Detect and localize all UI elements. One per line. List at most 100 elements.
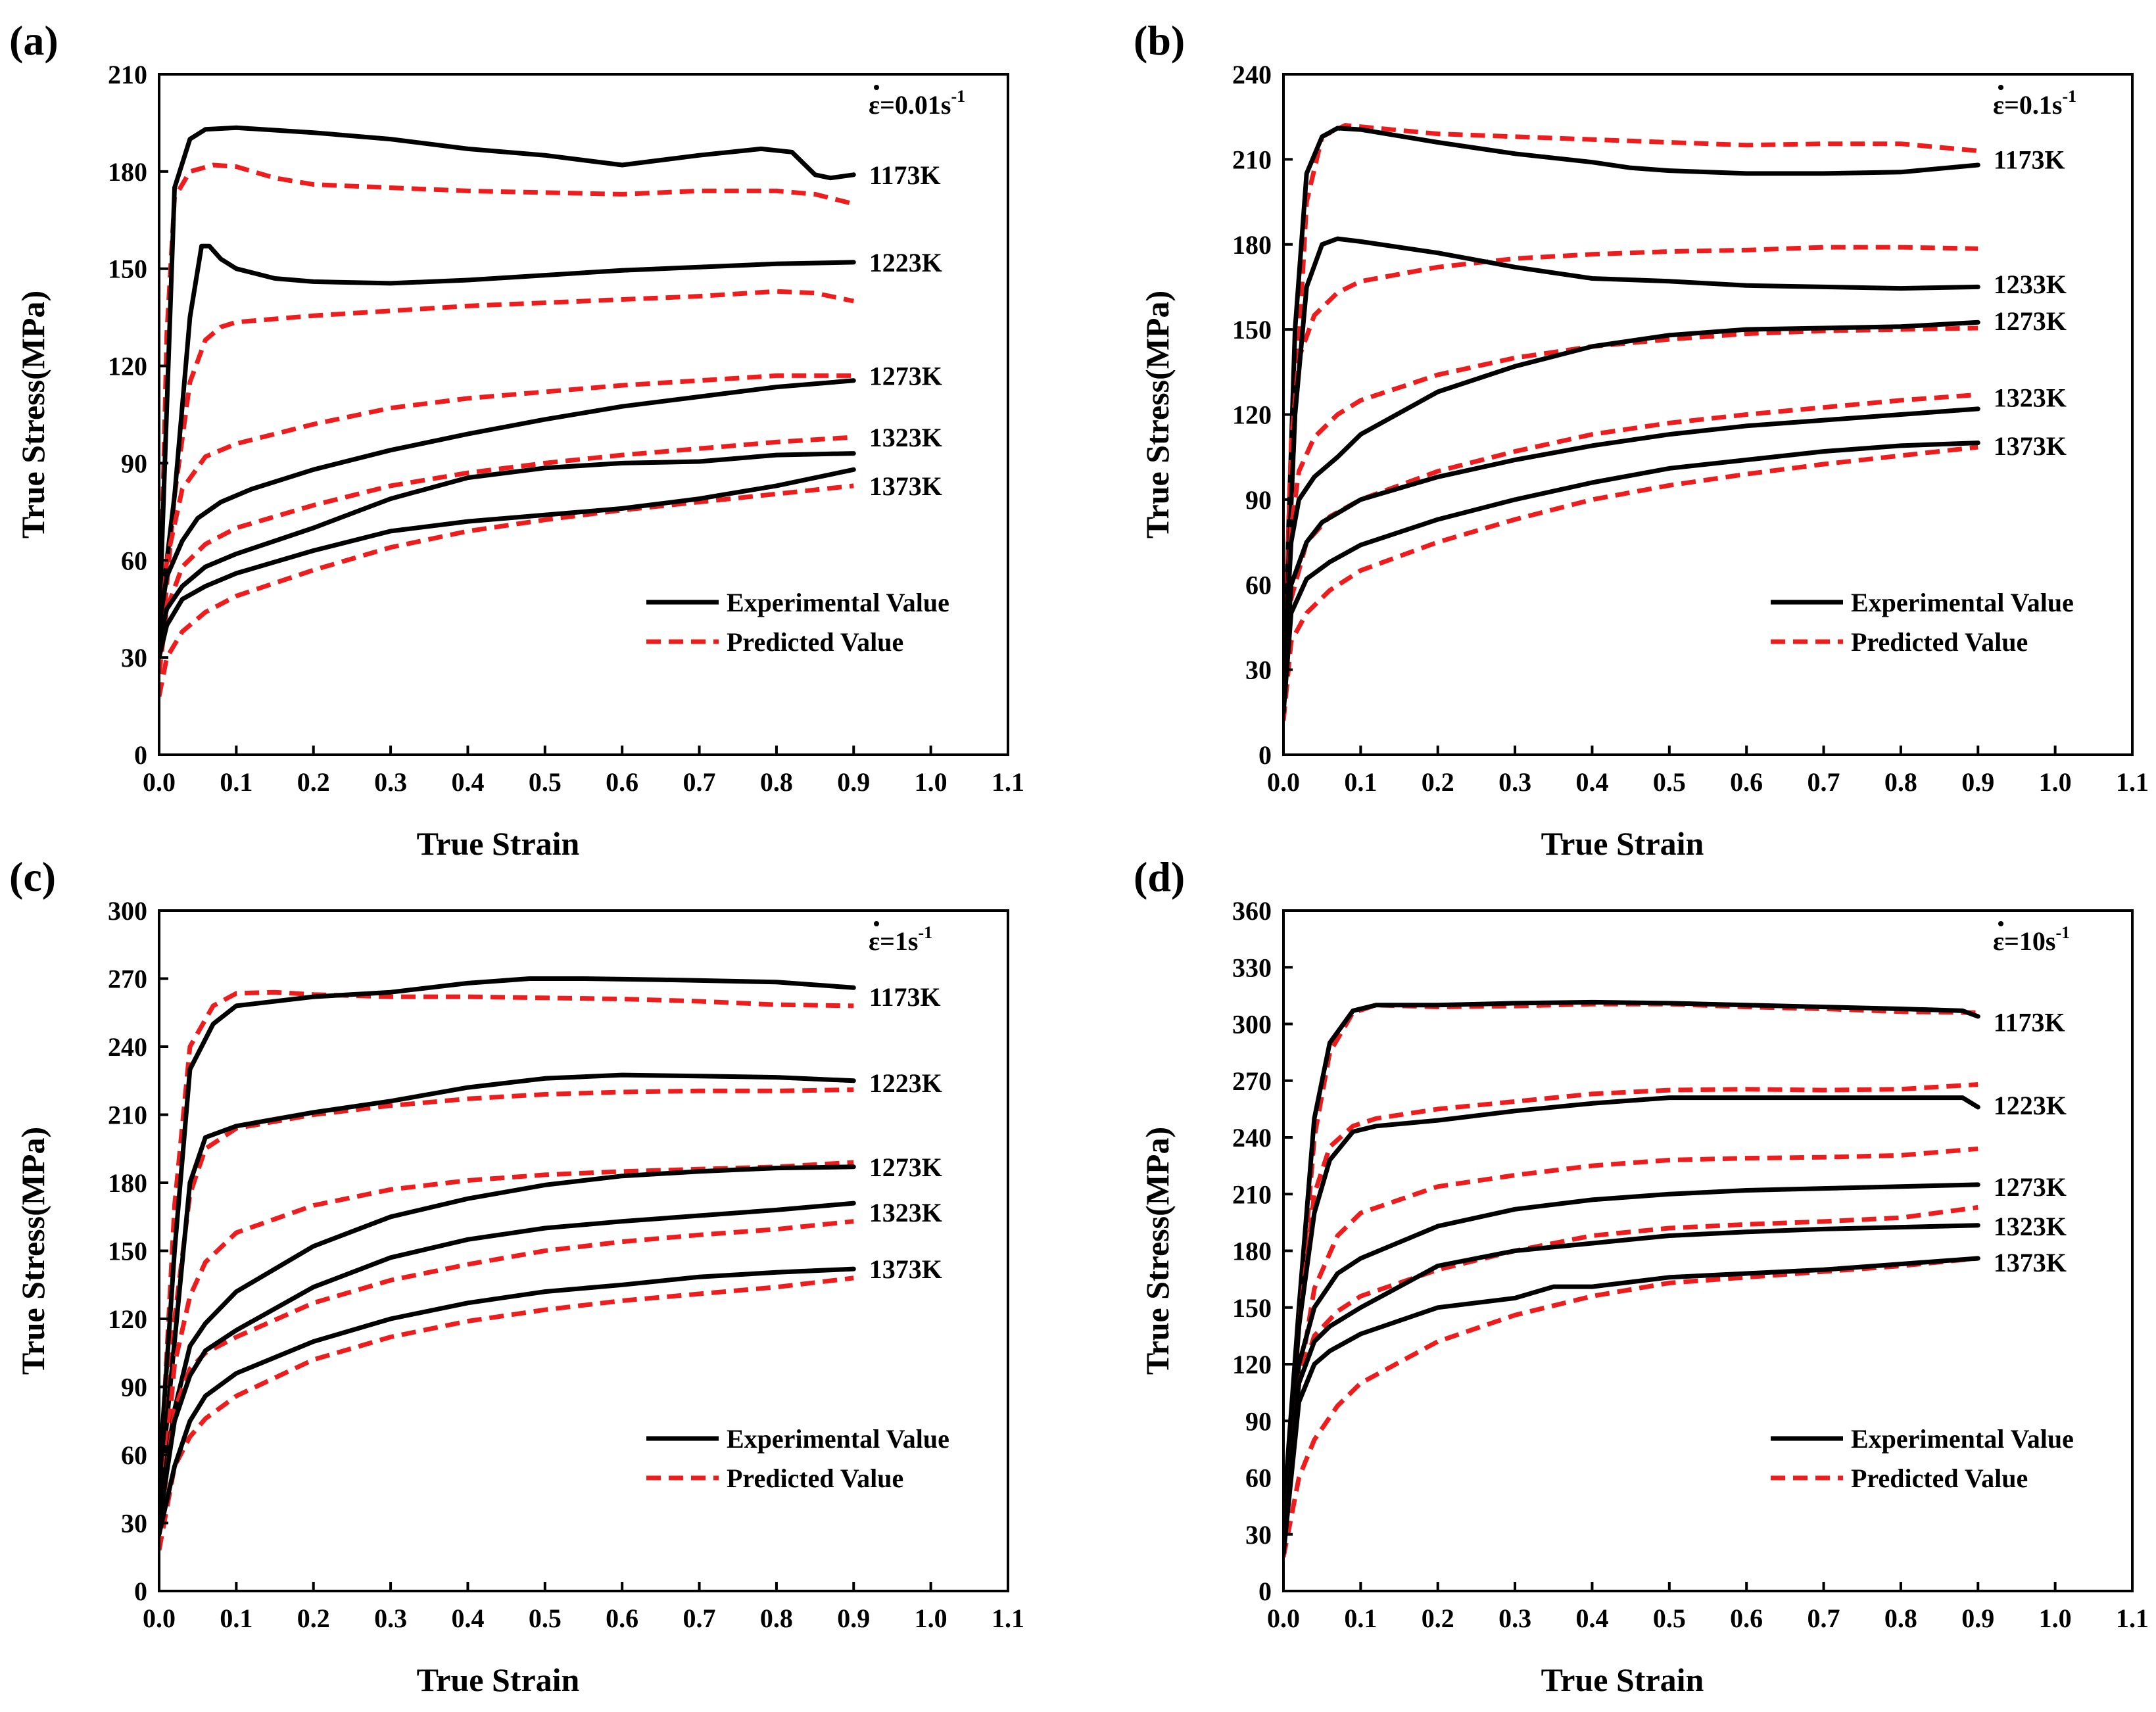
y-tick-label: 120	[108, 352, 147, 381]
legend-predicted-label: Predicted Value	[727, 1463, 903, 1493]
experimental-line-1223K	[159, 1072, 856, 1503]
x-tick-label: 0.0	[1267, 1604, 1300, 1633]
x-tick-label: 0.5	[529, 767, 562, 797]
y-tick-label: 0	[134, 1577, 147, 1606]
predicted-line-1373K	[1283, 1256, 1978, 1557]
strain-rate-exponent: -1	[2055, 923, 2070, 942]
legend: Experimental Value Predicted Value	[1771, 588, 2074, 657]
predicted-line-1323K	[159, 435, 854, 675]
predicted-line-1173K	[1283, 123, 1978, 698]
temperature-label: 1173K	[1994, 145, 2065, 174]
curves	[1283, 123, 1980, 721]
y-tick-label: 0	[1258, 740, 1272, 770]
strain-rate-label: ε=1s-1	[869, 923, 932, 956]
x-tick-label: 0.4	[451, 1604, 484, 1633]
y-tick-label: 330	[1232, 953, 1272, 982]
y-axis-label: True Stress(MPa)	[14, 291, 51, 538]
y-tick-label: 210	[108, 1101, 147, 1130]
y-tick-label: 180	[1232, 230, 1272, 260]
x-tick-label: 0.8	[1884, 1604, 1917, 1633]
x-tick-label: 1.0	[2039, 1604, 2072, 1633]
strain-rate-value: ε=10s	[1993, 926, 2055, 956]
strain-rate-exponent: -1	[918, 923, 932, 942]
x-tick-label: 0.1	[1344, 767, 1377, 797]
temperature-label: 1223K	[1994, 1091, 2067, 1120]
predicted-line-1273K	[1283, 1146, 1978, 1544]
predicted-line-1323K	[1283, 1204, 1978, 1544]
panel-label: (b)	[1134, 17, 1185, 64]
y-tick-label: 90	[1245, 485, 1272, 515]
x-tick-label: 0.3	[374, 1604, 407, 1633]
y-tick-label: 120	[1232, 400, 1272, 430]
x-tick-label: 0.8	[760, 1604, 793, 1633]
y-tick-label: 210	[1232, 145, 1272, 174]
experimental-line-1173K	[159, 125, 856, 628]
y-tick-label: 240	[1232, 60, 1272, 89]
strain-rate-label: ε=0.01s-1	[869, 87, 965, 120]
x-tick-label: 0.7	[683, 1604, 716, 1633]
temperature-label: 1233K	[1994, 270, 2067, 299]
y-tick-label: 150	[108, 1237, 147, 1266]
x-tick-label: 0.5	[1653, 1604, 1686, 1633]
x-tick-label: 0.6	[606, 1604, 638, 1633]
y-tick-label: 180	[108, 157, 147, 187]
y-tick-label: 360	[1232, 896, 1272, 926]
x-tick-label: 1.0	[915, 767, 947, 797]
legend-experimental-label: Experimental Value	[1851, 1424, 2074, 1454]
experimental-line-1323K	[1283, 1223, 1980, 1546]
x-tick-label: 0.3	[1498, 1604, 1531, 1633]
strain-rate-value: ε=1s	[869, 926, 918, 956]
x-axis-label: True Strain	[417, 1661, 580, 1698]
x-tick-label: 0.7	[683, 767, 716, 797]
plot-frame	[158, 73, 1009, 756]
x-tick-label: 0.1	[1344, 1604, 1377, 1633]
temperature-label: 1223K	[869, 1068, 942, 1098]
temperature-label: 1173K	[1994, 1008, 2065, 1037]
curves	[1283, 999, 1980, 1557]
experimental-line-1323K	[159, 1201, 856, 1525]
y-tick-label: 180	[1232, 1237, 1272, 1266]
y-tick-label: 0	[134, 740, 147, 770]
experimental-line-1273K	[1283, 320, 1980, 686]
x-tick-label: 0.2	[297, 1604, 330, 1633]
y-tick-label: 210	[1232, 1179, 1272, 1209]
x-tick-label: 1.1	[2116, 1604, 2149, 1633]
y-tick-label: 90	[121, 1373, 147, 1402]
legend-predicted-label: Predicted Value	[1851, 1463, 2028, 1493]
temperature-label: 1373K	[869, 1254, 942, 1284]
rate-dot-icon	[1998, 85, 2003, 90]
x-tick-label: 0.1	[220, 767, 252, 797]
rate-dot-icon	[874, 921, 879, 926]
y-tick-label: 120	[108, 1304, 147, 1334]
x-tick-label: 0.8	[1884, 767, 1917, 797]
experimental-line-1173K	[1283, 999, 1980, 1518]
experimental-line-1323K	[1283, 406, 1980, 701]
x-tick-label: 0.7	[1808, 767, 1840, 797]
y-tick-label: 90	[1245, 1406, 1272, 1436]
temperature-label: 1173K	[869, 160, 941, 190]
x-tick-label: 0.8	[760, 767, 793, 797]
x-axis-label: True Strain	[417, 825, 580, 862]
y-tick-label: 300	[1232, 1010, 1272, 1039]
x-tick-label: 1.0	[2039, 767, 2072, 797]
x-axis-label: True Strain	[1541, 1661, 1704, 1698]
x-tick-label: 0.4	[1575, 767, 1608, 797]
y-axis-label: True Stress(MPa)	[14, 1127, 51, 1375]
y-tick-label: 300	[108, 896, 147, 926]
y-tick-label: 60	[1245, 1463, 1272, 1493]
x-tick-label: 0.7	[1808, 1604, 1840, 1633]
x-axis-label: True Strain	[1541, 825, 1704, 862]
x-tick-label: 0.6	[1730, 767, 1763, 797]
x-tick-label: 1.1	[992, 1604, 1024, 1633]
x-tick-label: 0.4	[451, 767, 484, 797]
y-tick-label: 30	[121, 1509, 147, 1538]
rate-dot-icon	[874, 85, 879, 90]
predicted-line-1373K	[159, 1275, 854, 1551]
x-tick-label: 1.1	[2116, 767, 2149, 797]
x-tick-label: 0.1	[220, 1604, 252, 1633]
experimental-line-1373K	[1283, 440, 1980, 715]
x-tick-label: 1.1	[992, 767, 1024, 797]
temperature-label: 1173K	[869, 982, 941, 1012]
y-axis-label: True Stress(MPa)	[1139, 1127, 1176, 1375]
strain-rate-value: ε=0.01s	[869, 90, 951, 120]
